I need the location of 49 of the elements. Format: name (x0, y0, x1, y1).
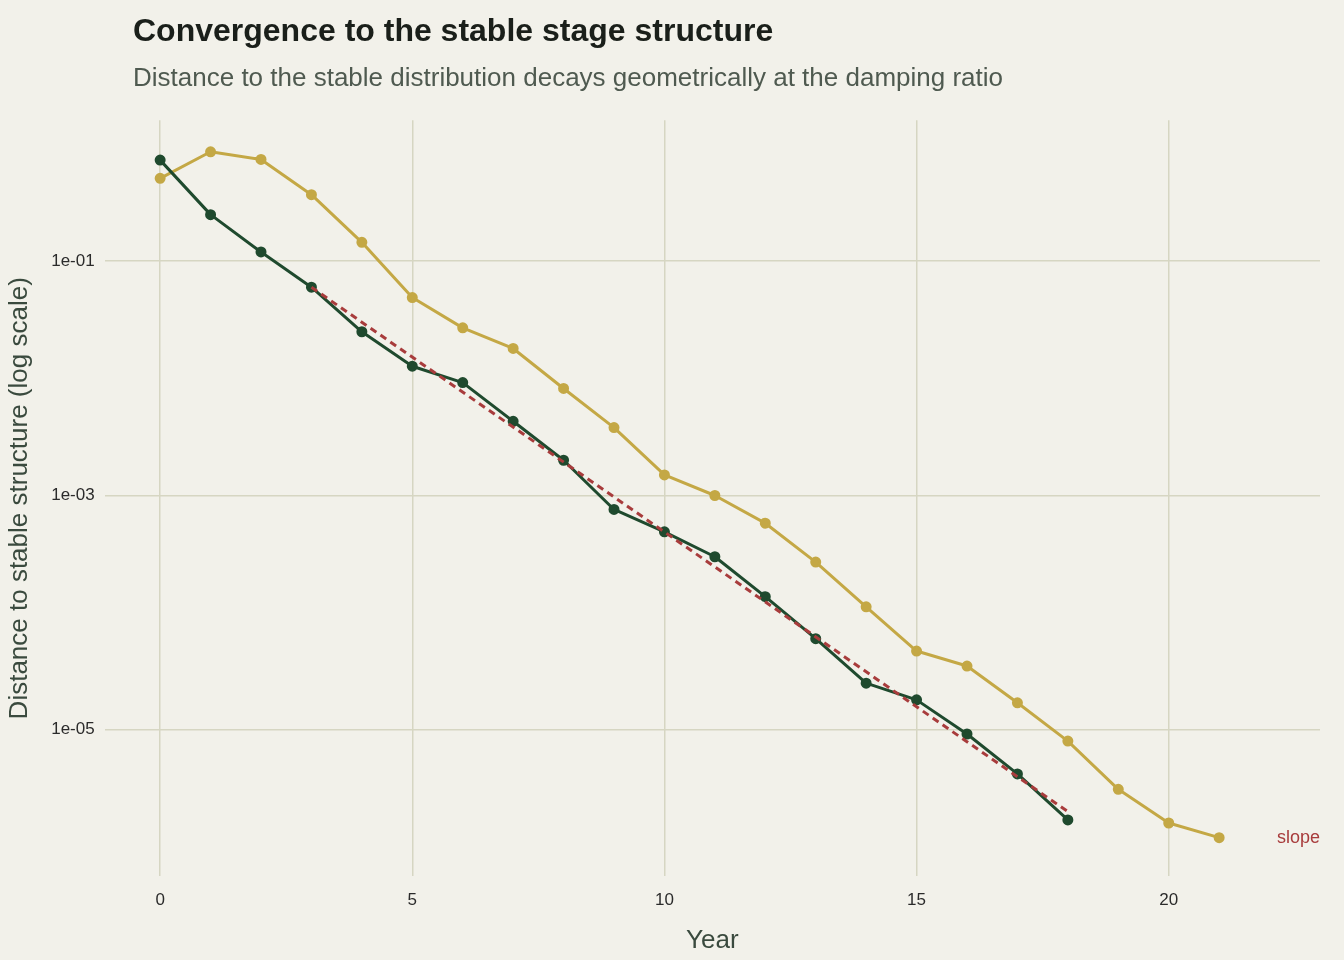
point (658, 469, 670, 481)
x-tick-label: 10 (654, 890, 674, 910)
point (507, 342, 519, 354)
y-axis-title: Distance to stable structure (log scale) (2, 277, 33, 720)
point (1163, 817, 1175, 829)
y-tick-label: 1e-01 (51, 250, 95, 270)
point (457, 322, 469, 334)
point (608, 422, 620, 434)
point (356, 236, 368, 248)
point (709, 551, 721, 563)
point (154, 154, 166, 166)
point (961, 660, 973, 672)
y-tick-label: 1e-03 (51, 485, 95, 505)
point (759, 591, 771, 603)
point (457, 377, 469, 389)
point (860, 677, 872, 689)
point (709, 490, 721, 502)
x-tick-label: 15 (907, 890, 927, 910)
point (406, 360, 418, 372)
point (558, 382, 570, 394)
point (860, 601, 872, 613)
point (911, 645, 923, 657)
point (759, 517, 771, 529)
point (1062, 814, 1074, 826)
x-tick-label: 0 (155, 890, 165, 910)
point (205, 209, 217, 221)
point (608, 503, 620, 515)
y-tick-label: 1e-05 (51, 719, 95, 739)
point (1112, 783, 1124, 795)
point (1062, 735, 1074, 747)
x-axis-title: Year (686, 923, 739, 954)
x-tick-label: 20 (1159, 890, 1179, 910)
point (961, 728, 973, 740)
annotation: slope (1276, 827, 1320, 848)
chart-title: Convergence to the stable stage structure (133, 12, 774, 49)
point (305, 189, 317, 201)
point (406, 292, 418, 304)
point (154, 172, 166, 184)
chart-subtitle: Distance to the stable distribution decays geometrically at the damping ratio (133, 62, 1004, 93)
point (356, 326, 368, 338)
point (810, 556, 822, 568)
point (507, 415, 519, 427)
point (911, 694, 923, 706)
point (255, 246, 267, 258)
x-tick-label: 5 (407, 890, 418, 910)
point (1213, 832, 1225, 844)
point (1011, 697, 1023, 709)
point (255, 153, 267, 165)
point (205, 146, 217, 158)
